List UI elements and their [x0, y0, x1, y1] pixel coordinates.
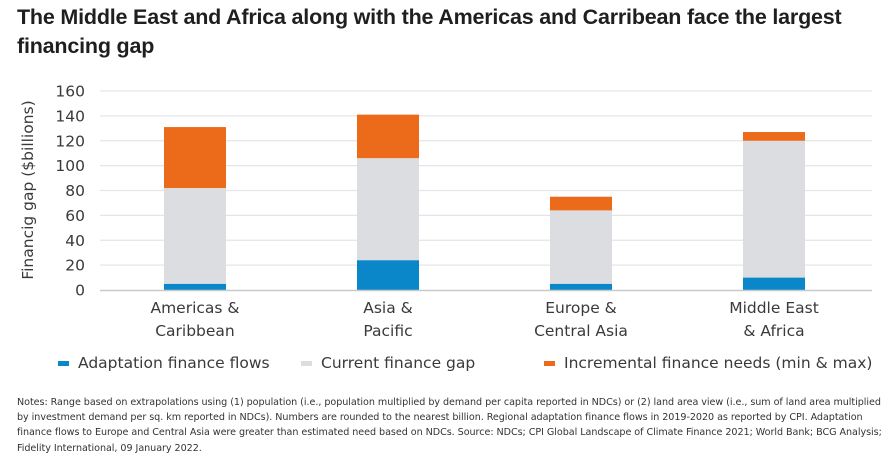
y-tick-label: 80 — [65, 182, 85, 200]
y-tick-label: 60 — [65, 207, 85, 225]
stacked-bar-chart: 0 20 40 60 80 100 120 140 160 Financig gap ($bil… — [19, 83, 872, 340]
legend-swatch-orange — [544, 360, 555, 366]
bar-stack — [164, 127, 226, 290]
x-axis-category-labels: Americas & Caribbean Asia & Pacific Europe &… — [150, 299, 818, 340]
x-category-label: Pacific — [363, 322, 412, 340]
legend-item-adaptation-flows: Adaptation finance flows — [58, 354, 270, 372]
bar-segment-incremental-needs — [164, 127, 226, 189]
bar-stack — [550, 196, 612, 290]
x-category-label: Caribbean — [155, 322, 235, 340]
legend-label: Incremental finance needs (min & max) — [564, 354, 873, 372]
bar-segment-current-gap — [743, 140, 805, 278]
bar-stack — [743, 132, 805, 290]
footnotes: Notes: Range based on extrapolations usi… — [17, 397, 882, 454]
bar-segment-adaptation-flows — [357, 260, 419, 290]
y-tick-label: 0 — [75, 282, 85, 300]
legend-swatch-gray — [301, 360, 312, 366]
bar-segment-current-gap — [550, 210, 612, 284]
legend-label: Current finance gap — [321, 354, 476, 372]
y-tick-label: 160 — [55, 83, 85, 101]
legend: Adaptation finance flows Current finance… — [0, 354, 894, 380]
x-category-label: Americas & — [150, 299, 239, 317]
bar-segment-adaptation-flows — [550, 283, 612, 290]
x-category-label: & Africa — [743, 322, 804, 340]
bar-segment-current-gap — [164, 188, 226, 284]
bar-segment-incremental-needs — [743, 132, 805, 141]
bar-stack — [357, 114, 419, 290]
x-category-label: Central Asia — [534, 322, 628, 340]
y-axis-ticks: 0 20 40 60 80 100 120 140 160 — [55, 83, 85, 300]
legend-swatch-blue — [58, 360, 69, 366]
x-category-label: Asia & — [363, 299, 413, 317]
y-tick-label: 20 — [65, 257, 85, 275]
y-tick-label: 120 — [55, 132, 85, 150]
bars — [164, 114, 805, 290]
bar-segment-incremental-needs — [357, 114, 419, 159]
bar-segment-current-gap — [357, 158, 419, 261]
y-axis-label: Financig gap ($billions) — [19, 100, 37, 279]
legend-item-current-gap: Current finance gap — [301, 354, 475, 372]
chart-title: The Middle East and Africa along with th… — [17, 5, 842, 58]
y-tick-label: 40 — [65, 232, 85, 250]
x-category-label: Europe & — [545, 299, 617, 317]
bar-segment-adaptation-flows — [743, 277, 805, 290]
legend-label: Adaptation finance flows — [78, 354, 270, 372]
y-tick-label: 140 — [55, 107, 85, 125]
x-category-label: Middle East — [729, 299, 819, 317]
bar-segment-adaptation-flows — [164, 283, 226, 290]
legend-item-incremental-needs: Incremental finance needs (min & max) — [544, 354, 872, 372]
y-tick-label: 100 — [55, 157, 85, 175]
bar-segment-incremental-needs — [550, 196, 612, 211]
